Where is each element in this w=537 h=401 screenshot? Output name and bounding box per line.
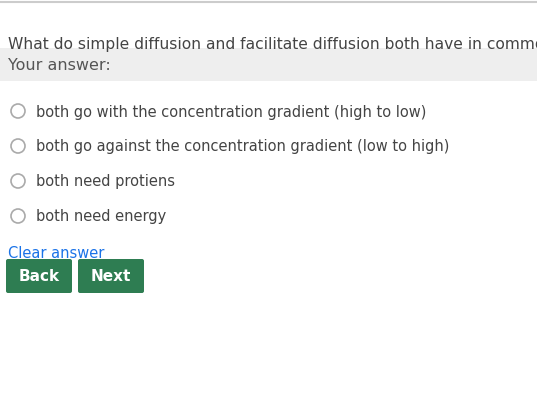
Text: Clear answer: Clear answer xyxy=(8,246,104,261)
FancyBboxPatch shape xyxy=(78,259,144,293)
FancyBboxPatch shape xyxy=(6,259,72,293)
FancyBboxPatch shape xyxy=(0,49,537,82)
Text: both need energy: both need energy xyxy=(36,209,166,224)
Text: Your answer:: Your answer: xyxy=(8,58,111,73)
Text: both go against the concentration gradient (low to high): both go against the concentration gradie… xyxy=(36,139,449,154)
Text: both go with the concentration gradient (high to low): both go with the concentration gradient … xyxy=(36,104,426,119)
Text: both need protiens: both need protiens xyxy=(36,174,175,189)
Text: Next: Next xyxy=(91,269,131,284)
Text: What do simple diffusion and facilitate diffusion both have in common?: What do simple diffusion and facilitate … xyxy=(8,37,537,52)
Text: Back: Back xyxy=(18,269,60,284)
